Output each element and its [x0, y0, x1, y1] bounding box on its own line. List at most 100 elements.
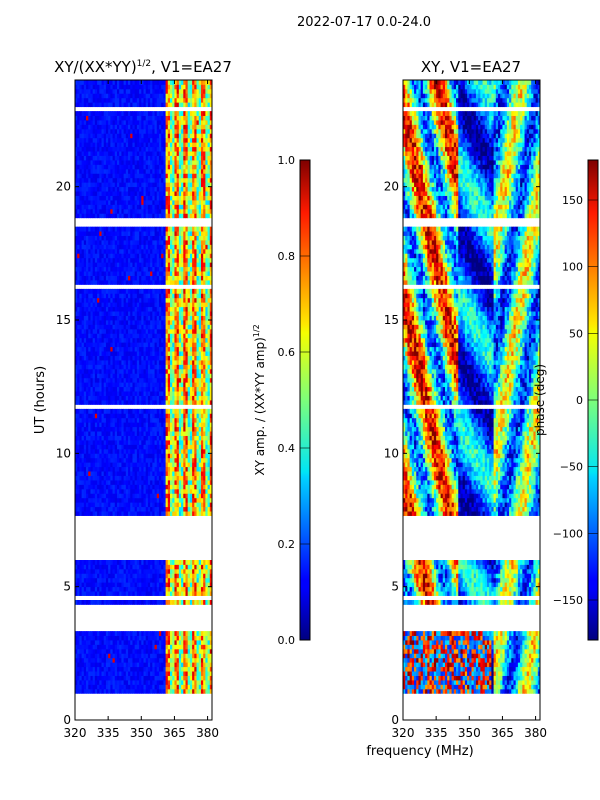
heatmap-a-cell [97, 275, 100, 281]
heatmap-a-cell [194, 355, 197, 361]
heatmap-a-cell [156, 648, 160, 654]
heatmap-a-cell [156, 324, 160, 330]
heatmap-a-cell [105, 662, 109, 668]
heatmap-a-cell [79, 306, 83, 312]
heatmap-a-cell [147, 386, 151, 392]
heatmap-a-cell [103, 453, 107, 459]
heatmap-a-cell [187, 573, 191, 579]
heatmap-a-cell [112, 328, 116, 334]
heatmap-a-cell [94, 426, 98, 432]
heatmap-a-cell [143, 568, 147, 574]
heatmap-a-cell [139, 386, 142, 392]
heatmap-a-cell [101, 475, 105, 481]
heatmap-a-cell [101, 271, 105, 276]
heatmap-a-cell [158, 684, 162, 690]
heatmap-a-cell [90, 328, 94, 334]
heatmap-a-cell [189, 368, 193, 374]
heatmap-a-cell [110, 635, 113, 641]
heatmap-a-cell [156, 328, 160, 334]
heatmap-a-cell [147, 657, 151, 663]
heatmap-a-cell [187, 568, 191, 574]
heatmap-a-cell [110, 342, 113, 348]
heatmap-a-cell [119, 320, 122, 325]
heatmap-a-cell [105, 293, 109, 299]
heatmap-a-cell [167, 453, 171, 459]
heatmap-a-cell [183, 493, 186, 499]
heatmap-a-cell [147, 257, 151, 263]
heatmap-a-cell [183, 293, 186, 299]
heatmap-a-cell [170, 355, 173, 361]
heatmap-a-cell [150, 297, 153, 303]
heatmap-a-cell [170, 391, 173, 396]
heatmap-a-cell [176, 368, 180, 374]
heatmap-a-cell [143, 328, 147, 334]
heatmap-a-cell [92, 657, 96, 663]
heatmap-a-cell [187, 417, 191, 423]
heatmap-a-cell [167, 662, 171, 668]
heatmap-a-cell [156, 635, 160, 641]
heatmap-a-cell [136, 511, 140, 516]
heatmap-a-cell [189, 413, 193, 419]
heatmap-a-cell [145, 320, 149, 325]
heatmap-a-cell [196, 462, 200, 468]
heatmap-a-cell [154, 368, 158, 374]
heatmap-a-cell [207, 502, 211, 508]
heatmap-a-cell [167, 431, 171, 436]
heatmap-a-cell [97, 564, 100, 570]
heatmap-a-cell [77, 448, 80, 454]
heatmap-a-cell [196, 644, 200, 650]
heatmap-a-cell [123, 302, 127, 308]
heatmap-a-cell [192, 466, 195, 472]
heatmap-a-cell [99, 560, 102, 565]
heatmap-a-cell [97, 511, 100, 516]
heatmap-a-cell [88, 586, 91, 592]
heatmap-a-cell [156, 671, 160, 676]
heatmap-a-cell [123, 248, 127, 254]
heatmap-a-cell [198, 382, 202, 388]
heatmap-a-cell [154, 680, 158, 685]
heatmap-a-cell [103, 311, 107, 316]
heatmap-a-cell [145, 337, 149, 343]
heatmap-a-cell [112, 493, 116, 499]
heatmap-a-cell [134, 280, 138, 285]
heatmap-a-cell [112, 586, 116, 592]
heatmap-a-cell [139, 422, 142, 428]
heatmap-a-cell [170, 688, 173, 694]
heatmap-a-cell [110, 680, 113, 685]
heatmap-a-cell [136, 311, 140, 316]
heatmap-a-cell [105, 302, 109, 308]
heatmap-a-cell [156, 426, 160, 432]
heatmap-a-cell [90, 591, 94, 596]
heatmap-a-cell [181, 586, 184, 592]
heatmap-a-cell [196, 297, 200, 303]
heatmap-a-cell [123, 666, 127, 672]
heatmap-a-cell [92, 462, 96, 468]
heatmap-a-cell [123, 444, 127, 450]
heatmap-a-cell [114, 315, 118, 321]
heatmap-a-cell [209, 351, 212, 356]
heatmap-a-cell [209, 475, 212, 481]
heatmap-a-cell [161, 431, 164, 436]
heatmap-a-cell [81, 435, 85, 441]
heatmap-a-cell [112, 431, 116, 436]
heatmap-a-cell [116, 360, 120, 365]
heatmap-a-cell [103, 680, 107, 685]
heatmap-a-cell [77, 302, 80, 308]
heatmap-a-cell [156, 417, 160, 423]
heatmap-a-cell [172, 582, 175, 588]
heatmap-a-cell [92, 422, 96, 428]
heatmap-a-cell [176, 497, 180, 503]
heatmap-a-cell [139, 648, 142, 654]
heatmap-a-cell [83, 386, 87, 392]
heatmap-a-cell [181, 631, 184, 636]
heatmap-a-cell [125, 417, 129, 423]
heatmap-a-cell [141, 302, 144, 308]
heatmap-a-cell [132, 560, 136, 565]
heatmap-a-cell [158, 648, 162, 654]
heatmap-a-cell [154, 675, 158, 681]
heatmap-a-cell [209, 484, 212, 490]
heatmap-a-cell [209, 648, 212, 654]
heatmap-a-cell [92, 315, 96, 321]
heatmap-a-cell [101, 297, 105, 303]
heatmap-a-cell [97, 328, 100, 334]
